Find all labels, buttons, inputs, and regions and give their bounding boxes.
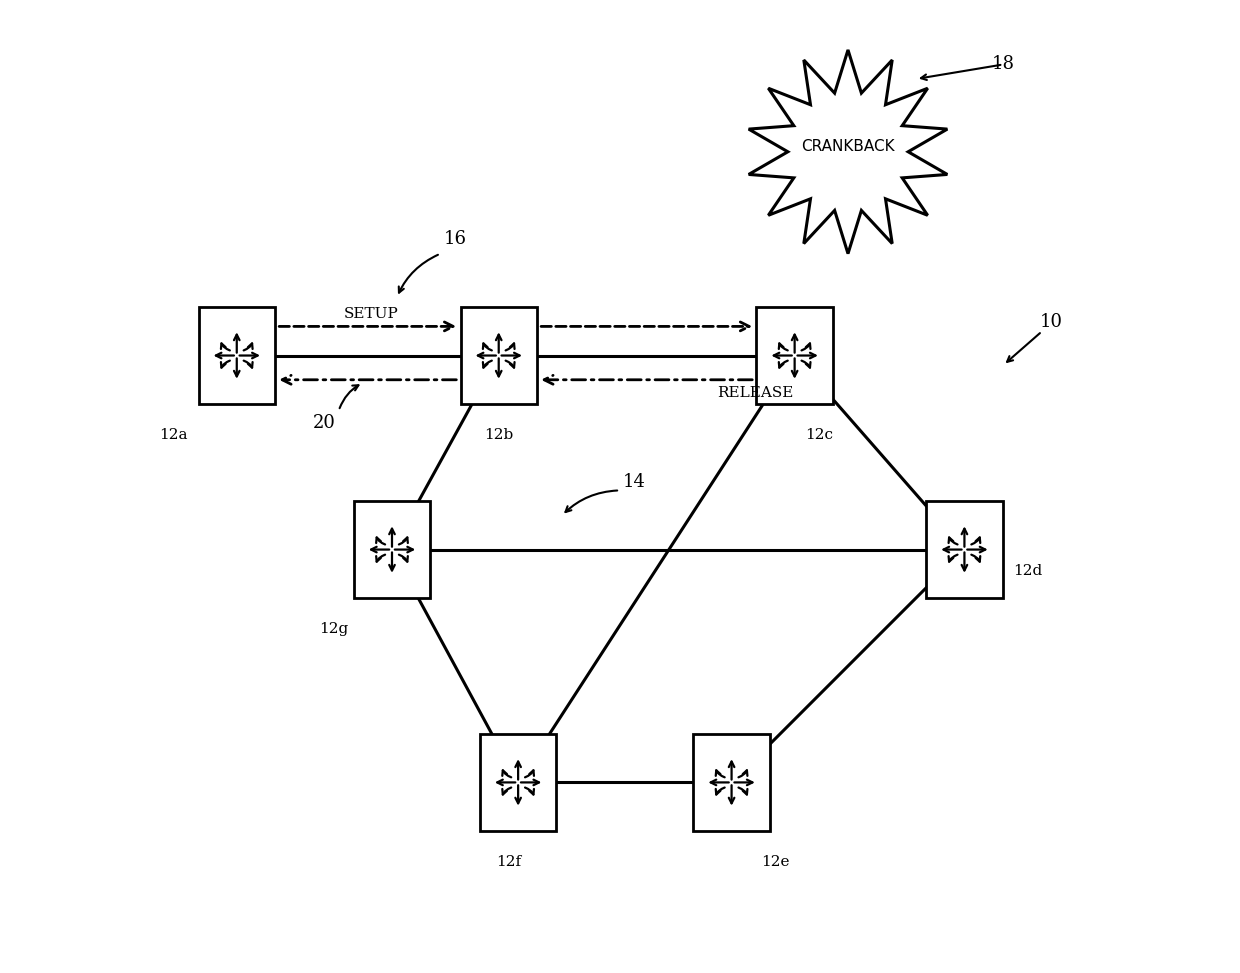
Text: 18: 18 (992, 55, 1014, 73)
Bar (460, 306, 537, 405)
Text: SETUP: SETUP (343, 306, 398, 321)
Text: CRANKBACK: CRANKBACK (801, 139, 895, 155)
Text: 16: 16 (444, 230, 466, 248)
Text: RELEASE: RELEASE (717, 386, 794, 400)
Text: 14: 14 (624, 473, 646, 490)
Text: 12e: 12e (761, 855, 790, 869)
Text: 12c: 12c (805, 428, 833, 443)
Bar (693, 734, 770, 831)
Bar (480, 734, 557, 831)
Bar (353, 501, 430, 598)
Polygon shape (749, 50, 947, 254)
Bar (926, 501, 1003, 598)
Text: 10: 10 (1040, 312, 1063, 331)
Text: 12d: 12d (1013, 564, 1042, 578)
Text: 12b: 12b (484, 428, 513, 443)
Text: 12a: 12a (160, 428, 188, 443)
Bar (198, 306, 275, 405)
Text: 12g: 12g (319, 623, 348, 636)
Text: 20: 20 (312, 414, 336, 432)
Text: 12f: 12f (496, 855, 521, 869)
Bar (756, 306, 833, 405)
